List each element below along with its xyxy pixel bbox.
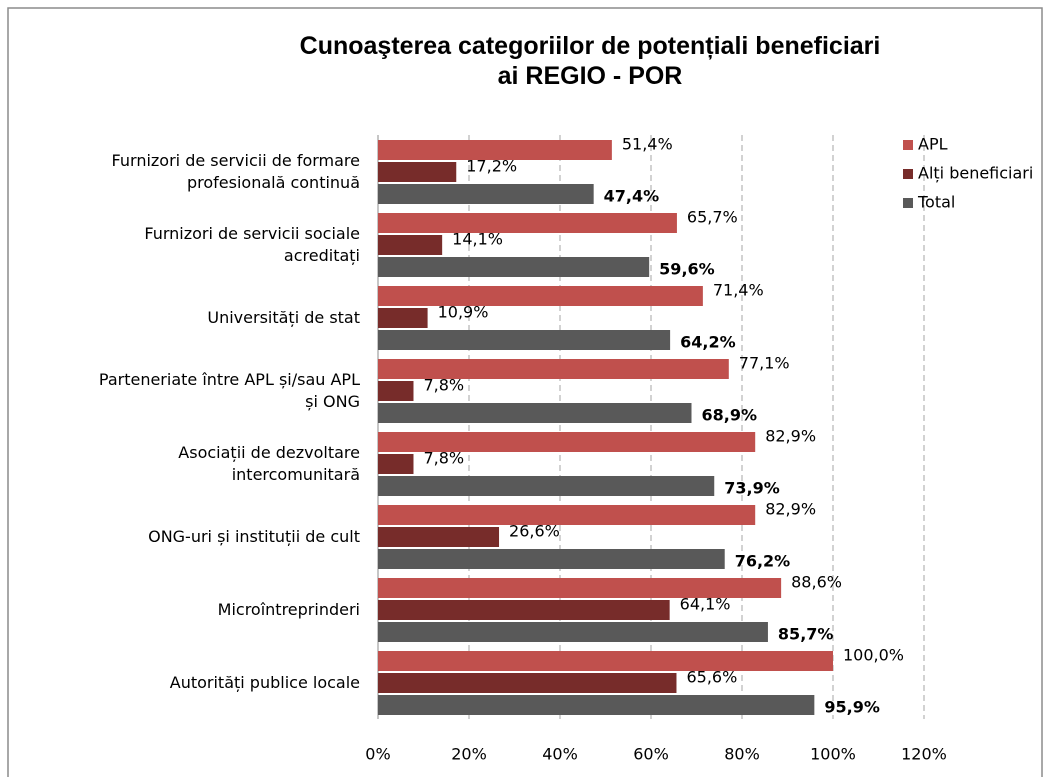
bar [378, 286, 703, 306]
data-label: 26,6% [509, 522, 560, 541]
x-tick-label: 120% [901, 745, 947, 764]
data-label: 77,1% [739, 354, 790, 373]
x-tick-label: 20% [451, 745, 487, 764]
bar [378, 695, 815, 715]
legend-label: Total [917, 193, 955, 212]
bar [378, 476, 715, 496]
data-label: 64,2% [680, 333, 736, 352]
category-label: Universități de stat [207, 308, 360, 327]
category-label: Microîntreprinderi [218, 600, 360, 619]
bar [378, 257, 650, 277]
data-label: 10,9% [438, 303, 489, 322]
bar [378, 432, 756, 452]
data-label: 88,6% [791, 573, 842, 592]
data-label: 7,8% [423, 376, 464, 395]
category-label: Parteneriate între APL și/sau APL și ONG [99, 370, 360, 411]
data-label: 64,1% [680, 595, 731, 614]
bar [378, 505, 756, 525]
bar [378, 600, 670, 620]
legend-swatch [903, 140, 913, 150]
data-label: 47,4% [604, 187, 660, 206]
x-tick-label: 0% [365, 745, 390, 764]
chart-border [7, 7, 1043, 777]
data-label: 82,9% [765, 500, 816, 519]
data-label: 68,9% [701, 406, 757, 425]
bar [378, 454, 414, 474]
x-tick-label: 40% [542, 745, 578, 764]
bar [378, 651, 833, 671]
bar [378, 162, 457, 182]
category-label: Autorități publice locale [170, 673, 360, 692]
bar [378, 213, 677, 233]
data-label: 14,1% [452, 230, 503, 249]
bar [378, 140, 612, 160]
data-label: 65,7% [687, 208, 738, 227]
bar [378, 527, 500, 547]
chart-title: Cunoaşterea categoriilor de potențiali b… [300, 32, 881, 90]
x-tick-label: 100% [810, 745, 856, 764]
bar [378, 673, 677, 693]
data-label: 17,2% [466, 157, 517, 176]
bar [378, 622, 768, 642]
data-label: 65,6% [686, 668, 737, 687]
bar [378, 308, 428, 328]
data-label: 85,7% [778, 625, 834, 644]
data-label: 95,9% [824, 698, 880, 717]
bar [378, 549, 725, 569]
category-label: Furnizori de servicii sociale acreditați [144, 224, 360, 265]
legend-label: Alți beneficiari [918, 164, 1033, 183]
data-label: 7,8% [423, 449, 464, 468]
bar [378, 235, 443, 255]
bar [378, 359, 729, 379]
data-label: 71,4% [713, 281, 764, 300]
legend-swatch [903, 198, 913, 208]
data-label: 73,9% [724, 479, 780, 498]
x-tick-label: 80% [724, 745, 760, 764]
category-label: ONG-uri și instituții de cult [148, 527, 360, 546]
data-label: 100,0% [843, 646, 904, 665]
bar [378, 381, 414, 401]
legend-label: APL [918, 135, 948, 154]
bar [378, 184, 594, 204]
bar [378, 330, 671, 350]
category-label: Furnizori de servicii de formare profesio… [112, 151, 360, 192]
bar [378, 578, 782, 598]
data-label: 59,6% [659, 260, 715, 279]
data-label: 82,9% [765, 427, 816, 446]
x-tick-label: 60% [633, 745, 669, 764]
data-label: 76,2% [735, 552, 791, 571]
category-label: Asociații de dezvoltare intercomunitară [178, 443, 360, 484]
bar [378, 403, 692, 423]
data-label: 51,4% [622, 135, 673, 154]
legend-swatch [903, 169, 913, 179]
